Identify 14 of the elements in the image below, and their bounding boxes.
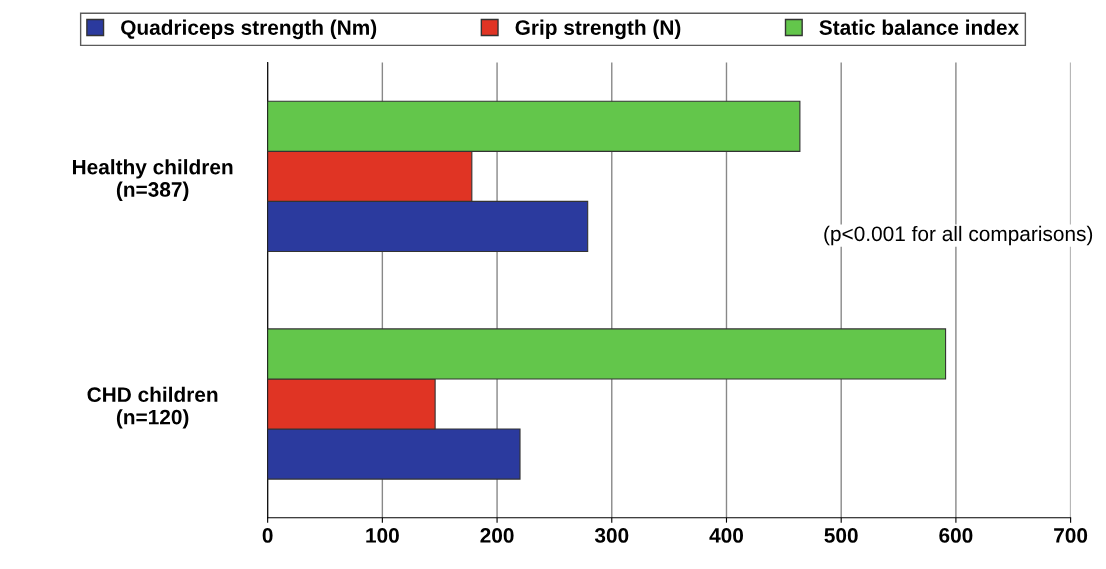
x-tick-label: 400 [709, 528, 744, 543]
x-tick-label: 600 [939, 528, 973, 543]
x-tick-label: 500 [824, 528, 858, 543]
annotation: (p<0.001 for all comparisons) [824, 225, 1093, 246]
x-tick-label: 700 [1054, 528, 1088, 543]
legend-label: Static balance index [819, 19, 1019, 35]
x-tick-label: 300 [594, 528, 629, 543]
legend-label: Grip strength (N) [515, 19, 681, 40]
x-tick-label: 200 [480, 528, 514, 543]
y-tick-label: CHD children (n=120) [87, 386, 218, 429]
x-tick-label: 0 [262, 528, 273, 543]
legend-label: Quadriceps strength (Nm) [121, 19, 377, 40]
x-tick-label: 100 [366, 528, 399, 543]
y-tick-label: Healthy children (n=387) [72, 159, 233, 201]
